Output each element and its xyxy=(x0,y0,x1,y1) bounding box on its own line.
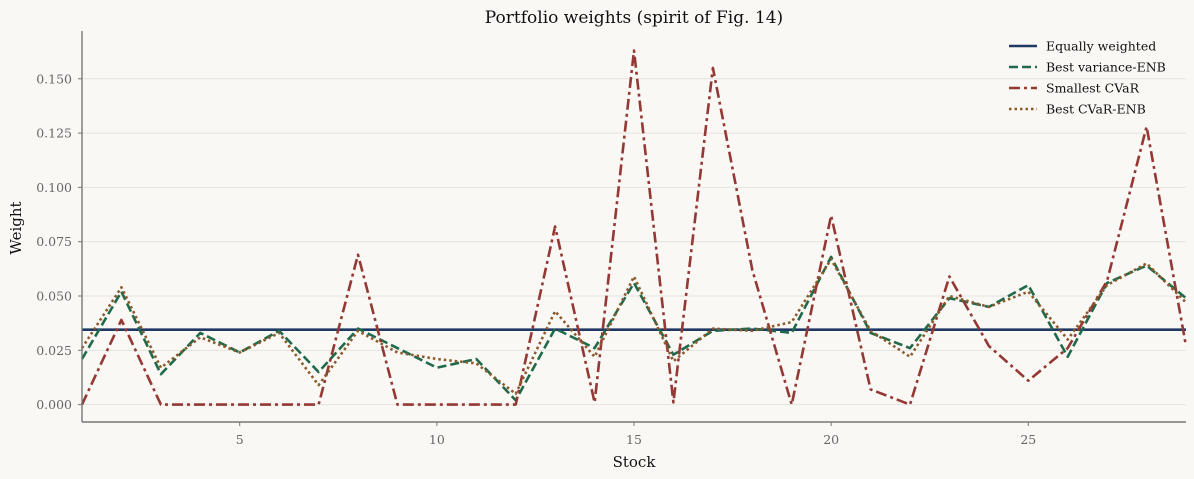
legend-label-0: Equally weighted xyxy=(1046,39,1156,54)
legend-label-3: Best CVaR-ENB xyxy=(1046,102,1146,117)
x-tick-label: 20 xyxy=(823,432,839,447)
y-axis-label: Weight xyxy=(7,201,25,254)
y-tick-label: 0.125 xyxy=(36,126,72,141)
axes xyxy=(81,31,1186,423)
gridlines xyxy=(82,78,1186,406)
y-tick-label: 0.100 xyxy=(36,180,72,195)
x-tick-label: 10 xyxy=(429,432,445,447)
y-tick-label: 0.150 xyxy=(36,71,72,86)
x-tick-label: 25 xyxy=(1020,432,1036,447)
y-tick-label: 0.025 xyxy=(36,343,72,358)
y-tick-label: 0.075 xyxy=(36,234,72,249)
legend-label-1: Best variance-ENB xyxy=(1046,60,1166,75)
series-line-2 xyxy=(80,49,1188,406)
legend: Equally weighted Best variance-ENB Smalles… xyxy=(1009,39,1166,117)
chart-title: Portfolio weights (spirit of Fig. 14) xyxy=(485,8,783,28)
y-tick-label: 0.000 xyxy=(36,397,72,412)
x-axis-label: Stock xyxy=(613,453,657,471)
x-tick-label: 5 xyxy=(236,432,244,447)
x-tick-label: 15 xyxy=(626,432,642,447)
y-tick-label: 0.050 xyxy=(36,289,72,304)
series-line-1 xyxy=(80,255,1187,402)
series-lines xyxy=(80,49,1188,406)
tick-labels: 5 10 15 20 25 0.000 0.025 0.050 0.075 0.100 0.125 0… xyxy=(36,71,1036,447)
legend-label-2: Smallest CVaR xyxy=(1046,81,1140,96)
